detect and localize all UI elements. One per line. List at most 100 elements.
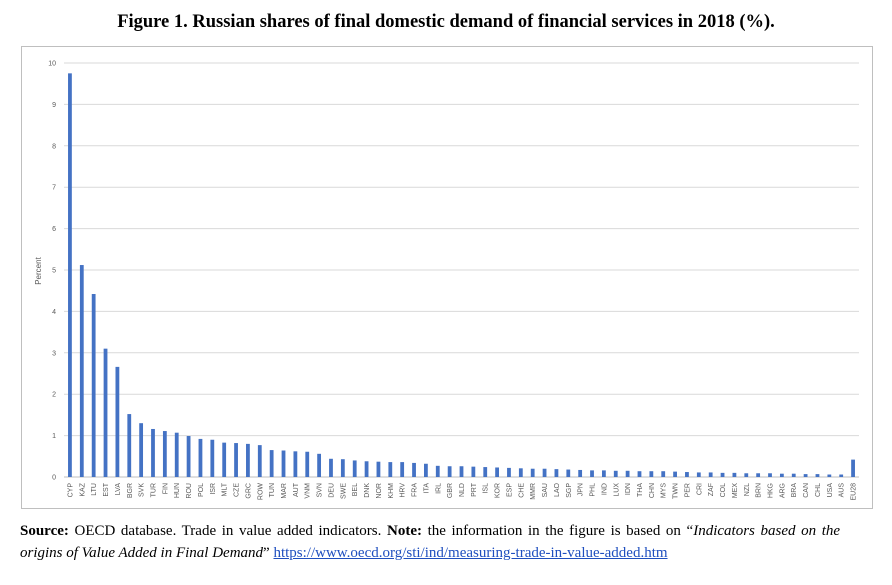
x-tick-label: DEU xyxy=(328,483,335,498)
x-tick-label: CYP xyxy=(67,483,74,498)
bar-per xyxy=(685,472,689,477)
figure-title: Figure 1. Russian shares of final domest… xyxy=(117,12,775,32)
bar-mex xyxy=(732,472,737,477)
bars xyxy=(68,73,855,477)
x-tick-label: IRL xyxy=(435,483,442,494)
x-tick-label: TUN xyxy=(269,483,276,497)
quote-close: ” xyxy=(263,544,274,561)
source-text: OECD database. Trade in value added indi… xyxy=(68,523,387,539)
x-tick-label: BGR xyxy=(127,483,134,498)
y-tick-label: 10 xyxy=(48,61,56,68)
oecd-link[interactable]: https://www.oecd.org/sti/ind/measuring-t… xyxy=(273,544,668,561)
x-tick-label: EU28 xyxy=(851,483,858,501)
x-tick-label: BRA xyxy=(791,483,798,498)
bar-idn xyxy=(625,470,630,477)
bar-esp xyxy=(507,467,511,477)
bar-cri xyxy=(696,472,701,477)
bar-tha xyxy=(637,471,642,477)
x-tick-label: NLD xyxy=(459,483,466,497)
bar-lux xyxy=(613,470,618,477)
note-label: Note: xyxy=(387,523,422,539)
x-tick-label: MMR xyxy=(530,483,537,500)
bar-mar xyxy=(281,450,286,477)
x-tick-label: ROW xyxy=(257,483,264,501)
x-tick-label: HUN xyxy=(174,483,181,498)
bar-can xyxy=(803,474,808,477)
bar-mlt xyxy=(222,442,227,477)
x-tick-label: LVA xyxy=(115,483,122,496)
bar-chl xyxy=(815,474,820,477)
bar-chart: 0 1 2 3 4 5 6 7 8 9 10 CYP KAZ LTU EST LVA BGR SVK TUR FIN… xyxy=(34,61,859,501)
y-tick-label: 7 xyxy=(52,185,56,192)
bar-bra xyxy=(791,473,796,477)
bar-vnm xyxy=(305,451,310,477)
bar-khm xyxy=(388,462,393,477)
y-tick-label: 1 xyxy=(52,433,56,440)
bar-kor xyxy=(495,467,499,477)
x-tick-label: TWN xyxy=(673,483,680,499)
x-tick-label: FRA xyxy=(412,483,419,497)
x-tick-label: NZL xyxy=(744,483,751,496)
bar-irl xyxy=(435,465,440,477)
bar-col xyxy=(720,472,725,477)
x-tick-label: COL xyxy=(720,483,727,498)
x-tick-label: CRI xyxy=(696,483,703,495)
bar-swe xyxy=(340,459,345,477)
x-tick-label: CHL xyxy=(815,483,822,497)
bar-nld xyxy=(459,466,464,477)
x-tick-label: PHL xyxy=(590,483,597,497)
x-tick-label: MLT xyxy=(222,482,229,496)
x-tick-label: NOR xyxy=(376,483,383,499)
note-text: the information in the figure is based o… xyxy=(421,523,687,539)
x-tick-label: IDN xyxy=(625,483,632,495)
bar-hkg xyxy=(768,473,772,477)
bar-hun xyxy=(174,432,179,477)
x-tick-label: JPN xyxy=(578,483,585,496)
bar-nor xyxy=(376,461,381,477)
x-tick-label: LUX xyxy=(613,483,620,497)
bar-sgp xyxy=(566,469,571,477)
x-tick-label: CHE xyxy=(518,483,525,498)
bar-ita xyxy=(424,463,428,477)
y-tick-label: 6 xyxy=(52,226,56,233)
bar-dnk xyxy=(364,461,369,477)
bar-ind xyxy=(601,470,606,477)
y-tick-label: 9 xyxy=(52,102,56,109)
bar-pol xyxy=(198,438,203,477)
gridlines xyxy=(64,62,859,478)
x-tick-label: GBR xyxy=(447,483,454,498)
bar-row xyxy=(257,445,262,477)
x-tick-label: KAZ xyxy=(79,482,86,496)
x-tick-label: IND xyxy=(601,483,608,495)
x-tick-label: CHN xyxy=(649,483,656,498)
bar-eu28 xyxy=(851,459,855,477)
x-tick-label: LTU xyxy=(91,483,98,496)
bar-fra xyxy=(412,462,416,477)
bar-bel xyxy=(352,460,357,477)
x-tick-label: HRV xyxy=(400,483,407,498)
x-tick-label: ITA xyxy=(423,483,430,494)
bar-mys xyxy=(661,471,666,477)
bar-aut xyxy=(293,451,298,477)
x-tick-label: SGP xyxy=(566,483,573,498)
x-tick-label: PER xyxy=(684,483,691,497)
x-tick-label: POL xyxy=(198,483,205,497)
bar-lao xyxy=(554,469,559,477)
y-tick-label: 8 xyxy=(52,143,56,150)
x-tick-label: TUR xyxy=(150,483,157,497)
y-axis-label: Percent xyxy=(34,256,43,284)
bar-nzl xyxy=(744,473,749,477)
bar-brn xyxy=(756,473,761,477)
indicator-title: Indicators based on the origins of Value… xyxy=(20,523,841,561)
x-tick-label: GRC xyxy=(245,483,252,499)
bar-twn xyxy=(673,471,677,477)
chart-area: 0 1 2 3 4 5 6 7 8 9 10 CYP KAZ LTU EST LVA BGR SVK TUR FIN… xyxy=(21,46,873,509)
y-tick-label: 4 xyxy=(52,309,56,316)
bar-mmr xyxy=(530,468,535,477)
bar-cze xyxy=(234,443,238,477)
bar-lva xyxy=(115,366,120,477)
x-tick-label: ESP xyxy=(506,483,513,497)
bar-phl xyxy=(590,470,594,477)
x-tick-label: CZE xyxy=(234,483,241,497)
bar-svn xyxy=(317,453,322,477)
